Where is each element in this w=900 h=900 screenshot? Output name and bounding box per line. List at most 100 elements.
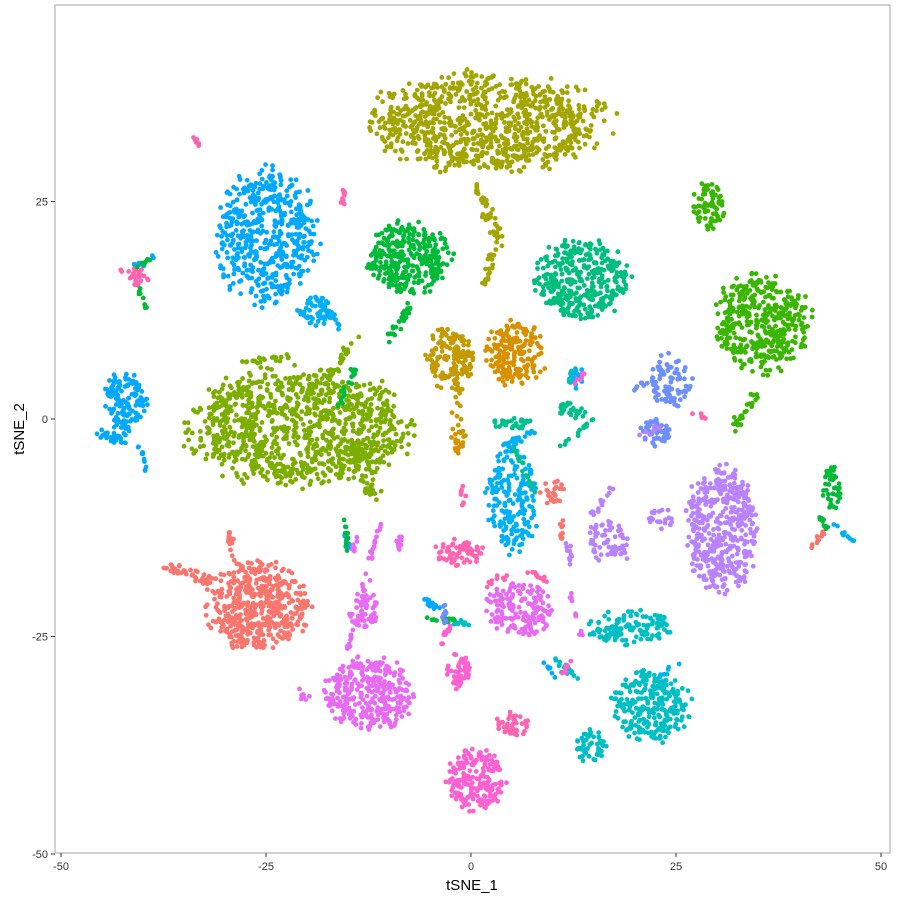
data-point [735, 499, 741, 505]
data-point [770, 327, 775, 332]
data-point [402, 264, 407, 270]
data-point [773, 357, 779, 362]
data-point [257, 384, 263, 390]
data-point [524, 93, 529, 99]
data-point [240, 402, 246, 408]
data-point [712, 583, 718, 589]
data-point [689, 561, 695, 567]
data-point [530, 493, 535, 499]
data-point [371, 272, 376, 278]
data-point [425, 137, 431, 143]
data-point [329, 432, 334, 438]
data-point [555, 300, 561, 305]
data-point [658, 353, 664, 358]
data-point [275, 284, 281, 289]
data-point [424, 110, 430, 116]
data-point [655, 364, 661, 370]
data-point [331, 405, 336, 411]
data-point [484, 150, 490, 156]
data-point [355, 392, 361, 398]
data-point [564, 146, 569, 152]
data-point [222, 413, 228, 419]
data-point [493, 361, 499, 367]
data-point [754, 325, 759, 331]
data-point [492, 336, 498, 341]
data-point [126, 428, 132, 434]
data-point [281, 630, 287, 636]
data-point [744, 539, 750, 545]
data-point [529, 515, 534, 521]
data-point [582, 87, 588, 93]
data-point [576, 114, 582, 120]
data-point [407, 117, 413, 123]
data-point [480, 93, 486, 99]
data-point [266, 408, 272, 414]
data-point [765, 372, 771, 378]
data-point [724, 323, 729, 328]
data-point [726, 319, 731, 324]
data-point [740, 311, 746, 317]
data-point [275, 480, 281, 486]
data-point [715, 215, 721, 221]
data-point [368, 402, 374, 407]
data-point [219, 461, 225, 467]
data-point [721, 483, 727, 489]
data-point [672, 370, 678, 376]
data-point [521, 143, 527, 149]
data-point [284, 188, 290, 194]
data-point [746, 498, 751, 503]
data-point [530, 152, 536, 157]
data-point [229, 233, 235, 239]
data-point [621, 279, 627, 284]
data-point [464, 131, 470, 136]
data-point [537, 334, 543, 339]
data-point [452, 336, 458, 342]
data-point [602, 258, 608, 264]
data-point [600, 295, 606, 301]
data-point [559, 96, 565, 102]
data-point [718, 299, 723, 305]
data-point [676, 391, 682, 396]
data-point [493, 84, 499, 89]
data-point [590, 275, 595, 281]
data-point [588, 297, 594, 302]
data-point [493, 116, 499, 122]
data-point [272, 471, 277, 476]
data-point [724, 492, 730, 498]
data-point [438, 145, 444, 150]
data-point [113, 402, 119, 407]
data-point [672, 402, 677, 407]
data-point [383, 271, 388, 276]
data-point [383, 120, 388, 126]
data-point [729, 534, 734, 540]
data-point [486, 517, 491, 523]
data-point [391, 91, 397, 97]
data-point [189, 430, 195, 436]
data-point [285, 223, 291, 229]
data-point [695, 481, 701, 486]
data-point [378, 445, 384, 451]
data-point [272, 455, 277, 460]
data-point [588, 242, 594, 247]
data-point [730, 564, 735, 570]
data-point [483, 348, 488, 353]
data-point [553, 152, 559, 158]
data-point [746, 310, 752, 316]
data-point [247, 393, 253, 399]
data-point [256, 267, 261, 273]
data-point [269, 182, 275, 188]
data-point [599, 107, 605, 113]
data-point [255, 409, 261, 415]
data-point [126, 395, 131, 401]
data-point [592, 145, 597, 151]
data-point [530, 363, 536, 369]
data-point [500, 159, 505, 165]
data-point [521, 516, 527, 522]
data-point [388, 141, 394, 147]
data-point [731, 322, 736, 327]
data-point [386, 242, 391, 248]
data-point [289, 570, 295, 576]
data-point [390, 117, 396, 123]
data-point [430, 333, 436, 339]
data-point [211, 436, 217, 442]
